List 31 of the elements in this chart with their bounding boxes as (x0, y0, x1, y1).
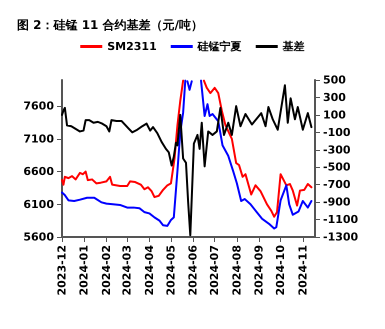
y2-tick-label: -500 (323, 160, 351, 174)
y2-tick-label: -700 (323, 178, 351, 192)
x-tick-label: 2023-12 (56, 245, 68, 296)
y2-tick-label: 100 (323, 108, 346, 122)
y-tick-label: 5600 (23, 230, 54, 244)
chart-title: 图 2：硅锰 11 合约基差（元/吨） (17, 18, 203, 32)
legend-label: 基差 (282, 40, 305, 53)
x-tick-label: 2024-08 (230, 245, 244, 296)
y-tick-label: 6600 (23, 165, 54, 178)
y-tick-label: 6100 (23, 198, 54, 211)
legend-label: 硅锰宁夏 (196, 40, 242, 53)
x-tick-label: 2024-03 (120, 245, 134, 296)
x-tick-label: 2024-09 (252, 245, 266, 296)
legend-label: SM2311 (107, 40, 157, 53)
y2-tick-label: -900 (323, 196, 351, 209)
y2-tick-label: 300 (323, 90, 346, 104)
y2-tick-label: -1300 (323, 230, 359, 244)
x-tick-label: 2024-06 (186, 244, 200, 296)
y2-tick-label: -1100 (323, 213, 359, 226)
y2-tick-label: -300 (323, 143, 351, 156)
x-tick-label: 2024-11 (296, 245, 310, 296)
y-tick-label: 7600 (23, 100, 54, 113)
x-tick-label: 2024-04 (142, 244, 156, 296)
x-tick-label: 2024-07 (208, 245, 222, 296)
x-tick-label: 2024-05 (164, 245, 178, 296)
x-tick-label: 2024-02 (100, 245, 113, 296)
x-tick-label: 2024-10 (274, 244, 288, 296)
y2-tick-label: -100 (323, 126, 351, 139)
x-tick-label: 2024-01 (78, 245, 91, 296)
y2-tick-label: 500 (323, 74, 346, 86)
y-tick-label: 7100 (23, 132, 54, 146)
